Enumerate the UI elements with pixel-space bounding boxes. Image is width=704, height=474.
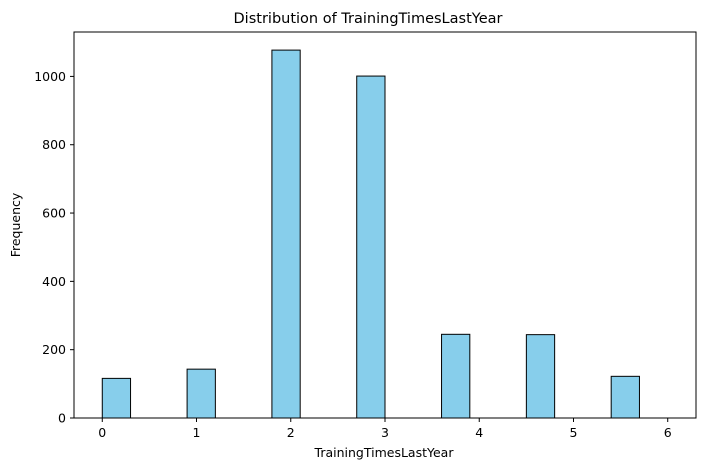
histogram-bar [101,377,132,419]
x-axis-ticks: 0 1 2 3 4 5 6 [98,418,672,440]
histogram-bar [271,49,301,419]
y-axis-ticks: 0 200 400 600 800 1000 [34,69,74,426]
histogram-bar [441,333,471,419]
bars-group [101,49,640,419]
y-tick-label: 600 [42,206,66,221]
x-tick-label: 5 [570,425,578,440]
y-tick-label: 400 [42,274,66,289]
y-tick-label: 1000 [34,69,66,84]
y-axis-label: Frequency [8,192,23,257]
x-tick-label: 2 [287,425,295,440]
x-tick-label: 0 [98,425,106,440]
y-tick-label: 800 [42,137,66,152]
x-axis-label: TrainingTimesLastYear [314,445,455,460]
y-tick-label: 0 [58,411,66,426]
histogram-bar [356,75,386,419]
histogram-bar [525,334,556,419]
x-tick-label: 3 [381,425,389,440]
x-tick-label: 6 [664,425,672,440]
x-tick-label: 1 [193,425,201,440]
y-tick-label: 200 [42,342,66,357]
histogram-bar [610,375,640,419]
histogram-bar [186,368,216,419]
x-tick-label: 4 [475,425,483,440]
chart-title: Distribution of TrainingTimesLastYear [234,11,503,27]
